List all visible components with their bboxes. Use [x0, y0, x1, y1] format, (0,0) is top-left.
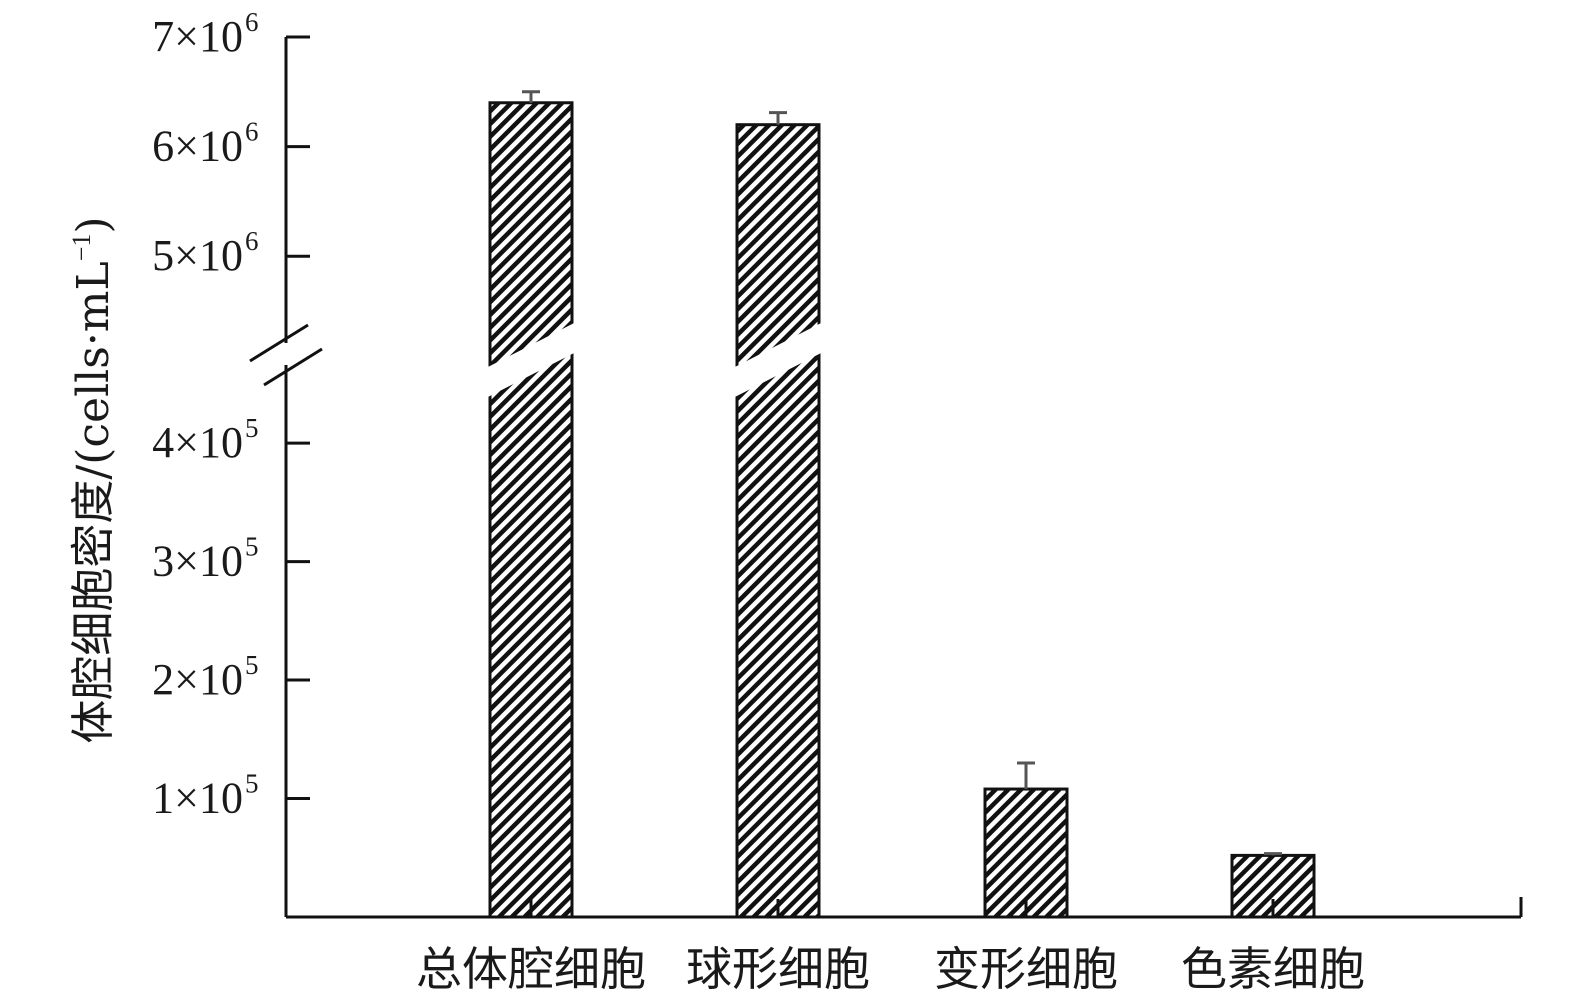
y-tick-label-5: 2×10: [152, 655, 243, 704]
y-tick-label-2: 6×10: [152, 122, 243, 171]
axis-break-mark-2: [263, 347, 323, 387]
y-tick-exponent-5: 5: [245, 650, 259, 680]
axis-break-gap: [283, 343, 289, 365]
y-tick-exponent-4: 5: [245, 769, 259, 799]
y-axis-title: 体腔细胞密度/(cells·mL−1): [67, 216, 119, 743]
bar-break-gap-1: [484, 321, 578, 399]
y-tick-exponent-7: 5: [245, 413, 259, 443]
x-category-label-3: 变形细胞: [934, 942, 1118, 996]
y-tick-label-7: 4×10: [152, 418, 243, 467]
bar-1: [488, 101, 574, 919]
y-tick-label-3: 7×10: [152, 12, 243, 61]
y-tick-exponent-3: 6: [245, 7, 259, 37]
y-tick-exponent-2: 6: [245, 117, 259, 147]
x-category-label-2: 球形细胞: [686, 942, 870, 996]
bar-2: [735, 123, 821, 919]
y-tick-label-1: 5×10: [152, 231, 243, 280]
x-category-label-1: 总体腔细胞: [416, 942, 646, 996]
bar-3: [983, 787, 1069, 919]
y-tick-label-6: 3×10: [152, 537, 243, 586]
y-tick-label-4: 1×10: [152, 774, 243, 823]
y-tick-exponent-1: 6: [245, 226, 259, 256]
y-tick-exponent-6: 5: [245, 532, 259, 562]
x-category-label-4: 色素细胞: [1181, 942, 1365, 996]
bar-break-gap-2: [731, 321, 825, 399]
axis-break-mark-1: [249, 323, 309, 363]
